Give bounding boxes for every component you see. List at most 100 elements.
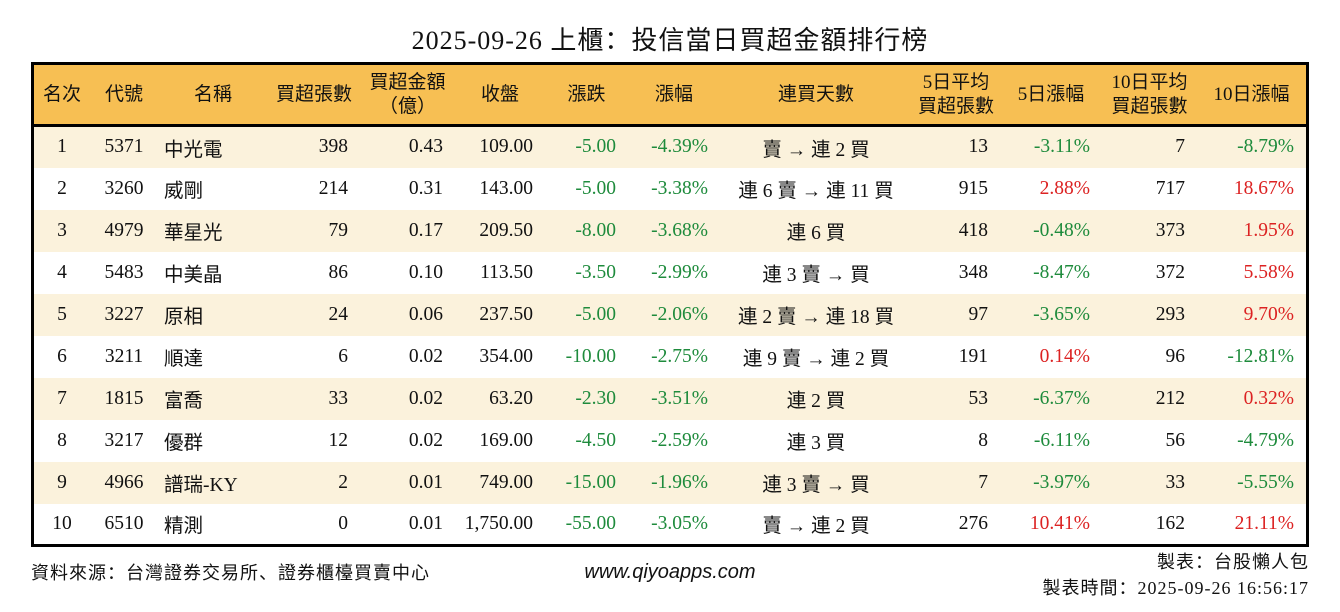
cell: 譜瑞-KY bbox=[164, 475, 238, 496]
cell: -6.11% bbox=[1033, 429, 1090, 451]
column-header: 買超張數 bbox=[268, 63, 360, 127]
cell: 4966 bbox=[104, 471, 144, 493]
cell: -10.00 bbox=[565, 345, 616, 367]
cell: 5.58% bbox=[1243, 261, 1294, 283]
cell: 191 bbox=[958, 345, 988, 367]
cell: -6.37% bbox=[1033, 387, 1090, 409]
cell: 0.17 bbox=[408, 219, 443, 241]
cell: 優群 bbox=[164, 433, 204, 454]
cell: 賣 → 連 2 買 bbox=[762, 516, 870, 538]
cell: 354.00 bbox=[479, 345, 533, 367]
table-row: 1 5371 中光電 398 0.43 109.00 -5.00 -4.39% 賣 → 連 2 … bbox=[32, 125, 1308, 168]
page-title: 2025-09-26 上櫃：投信當日買超金額排行榜 bbox=[411, 26, 929, 55]
cell: -2.75% bbox=[651, 345, 708, 367]
cell: -5.00 bbox=[575, 303, 616, 325]
cell: 3227 bbox=[104, 303, 144, 325]
cell: 10.41% bbox=[1029, 512, 1090, 534]
generated-time-text: 製表時間：2025-09-26 16:56:17 bbox=[1042, 578, 1309, 599]
cell: 276 bbox=[958, 512, 988, 534]
cell: 1,750.00 bbox=[464, 512, 533, 534]
cell: 293 bbox=[1155, 303, 1185, 325]
cell: 6510 bbox=[104, 512, 144, 534]
table-row: 5 3227 原相 24 0.06 237.50 -5.00 -2.06% 連 2 賣 → 連 … bbox=[32, 293, 1308, 336]
cell: 418 bbox=[958, 219, 988, 241]
cell: -8.47% bbox=[1033, 261, 1090, 283]
cell: 4979 bbox=[104, 219, 144, 241]
column-header: 買超金額 （億） bbox=[360, 63, 455, 127]
cell: 13 bbox=[968, 136, 989, 158]
cell: 10 bbox=[52, 512, 72, 534]
cell: 143.00 bbox=[479, 177, 533, 199]
cell: 1 bbox=[57, 136, 67, 158]
cell: 915 bbox=[958, 177, 988, 199]
cell: 3211 bbox=[104, 345, 144, 367]
website-text: www.qiyoapps.com bbox=[584, 561, 756, 583]
cell: 214 bbox=[318, 177, 348, 199]
ranking-table: 名次 代號 名稱 買超張數 買超金額 （億） 收盤 漲跌 漲幅 連買天數 5日平均 買超張數 5日漲… bbox=[31, 62, 1309, 547]
cell: -15.00 bbox=[565, 471, 616, 493]
cell: 0.01 bbox=[408, 471, 443, 493]
cell: 富喬 bbox=[164, 391, 204, 412]
cell: -2.99% bbox=[651, 261, 708, 283]
cell: 12 bbox=[328, 429, 349, 451]
table-row: 10 6510 精測 0 0.01 1,750.00 -55.00 -3.05% 賣 → 連 2… bbox=[33, 504, 1308, 546]
cell: 79 bbox=[328, 219, 349, 241]
cell: 原相 bbox=[164, 307, 204, 328]
cell: 0.02 bbox=[408, 345, 443, 367]
cell: 237.50 bbox=[479, 303, 533, 325]
cell: -3.65% bbox=[1033, 303, 1090, 325]
cell: 0.31 bbox=[408, 177, 443, 199]
cell: 749.00 bbox=[479, 471, 533, 493]
cell: 4 bbox=[57, 261, 67, 283]
column-header: 名稱 bbox=[158, 63, 268, 127]
cell: 3 bbox=[57, 219, 67, 241]
cell: 373 bbox=[1155, 219, 1185, 241]
cell: -8.00 bbox=[575, 219, 616, 241]
cell: -2.30 bbox=[575, 387, 616, 409]
cell: -2.06% bbox=[651, 303, 708, 325]
table-row: 3 4979 華星光 79 0.17 209.50 -8.00 -3.68% 連 6 買 418 -… bbox=[32, 209, 1308, 252]
cell: 6 bbox=[57, 345, 67, 367]
cell: 順達 bbox=[164, 349, 204, 370]
cell: -8.79% bbox=[1237, 136, 1294, 158]
cell: -5.00 bbox=[575, 177, 616, 199]
cell: 398 bbox=[318, 136, 348, 158]
cell: 3217 bbox=[104, 429, 144, 451]
cell: -3.68% bbox=[651, 219, 708, 241]
cell: 0.10 bbox=[408, 261, 443, 283]
cell: 0.06 bbox=[408, 303, 443, 325]
cell: 2.88% bbox=[1039, 177, 1090, 199]
cell: 9.70% bbox=[1243, 303, 1294, 325]
cell: 8 bbox=[978, 429, 988, 451]
cell: -2.59% bbox=[651, 429, 708, 451]
cell: 0 bbox=[338, 512, 348, 534]
cell: 209.50 bbox=[479, 219, 533, 241]
cell: 賣 → 連 2 買 bbox=[762, 139, 870, 161]
cell: 0.32% bbox=[1243, 387, 1294, 409]
cell: 56 bbox=[1165, 429, 1186, 451]
cell: 18.67% bbox=[1233, 177, 1294, 199]
cell: -3.50 bbox=[575, 261, 616, 283]
cell: -3.05% bbox=[651, 512, 708, 534]
cell: -4.50 bbox=[575, 429, 616, 451]
cell: 3260 bbox=[104, 177, 144, 199]
cell: 0.02 bbox=[408, 429, 443, 451]
column-header: 5日漲幅 bbox=[1000, 63, 1102, 127]
table-row: 4 5483 中美晶 86 0.10 113.50 -3.50 -2.99% 連 3 賣 → 買… bbox=[33, 252, 1308, 294]
cell: -3.97% bbox=[1033, 471, 1090, 493]
column-header: 名次 bbox=[32, 63, 90, 127]
cell: -3.11% bbox=[1033, 136, 1090, 158]
cell: 109.00 bbox=[479, 136, 533, 158]
cell: 162 bbox=[1155, 512, 1185, 534]
cell: 華星光 bbox=[164, 223, 223, 244]
column-header: 代號 bbox=[90, 63, 158, 127]
cell: 2 bbox=[338, 471, 348, 493]
cell: 1.95% bbox=[1243, 219, 1294, 241]
cell: 7 bbox=[978, 471, 988, 493]
column-header: 漲幅 bbox=[628, 63, 720, 127]
footer: 資料來源：台灣證券交易所、證券櫃檯買賣中心 www.qiyoapps.com 製… bbox=[31, 547, 1309, 609]
cell: 33 bbox=[1165, 471, 1186, 493]
table-body: 1 5371 中光電 398 0.43 109.00 -5.00 -4.39% 賣 → 連 2 … bbox=[32, 125, 1308, 546]
column-header: 收盤 bbox=[455, 63, 545, 127]
column-header: 5日平均 買超張數 bbox=[912, 63, 1000, 127]
